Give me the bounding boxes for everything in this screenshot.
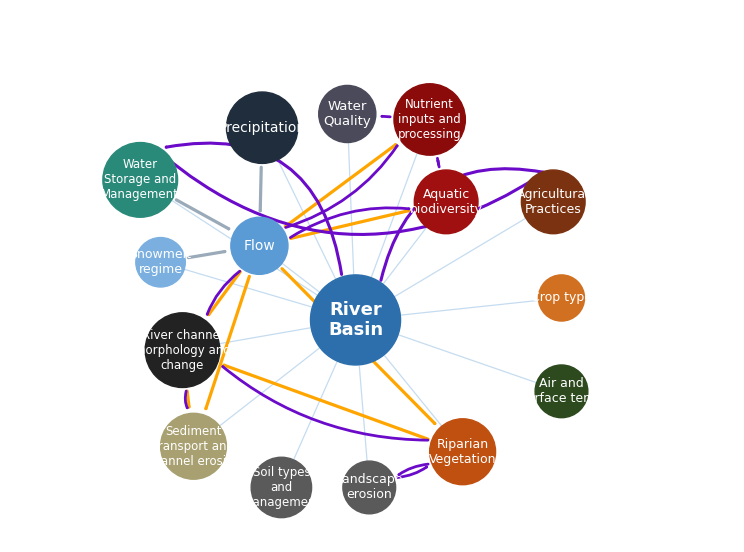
FancyArrowPatch shape: [399, 464, 428, 475]
Text: Crop type: Crop type: [531, 291, 592, 305]
FancyArrowPatch shape: [438, 161, 439, 167]
FancyArrowPatch shape: [166, 143, 341, 274]
Circle shape: [535, 365, 588, 418]
Circle shape: [414, 170, 478, 233]
Text: Riparian
Vegetation: Riparian Vegetation: [429, 438, 496, 466]
Text: Snowmelt
regime: Snowmelt regime: [129, 248, 191, 276]
FancyArrowPatch shape: [290, 208, 409, 237]
Text: Precipitation: Precipitation: [219, 121, 306, 135]
Circle shape: [161, 413, 226, 479]
FancyArrowPatch shape: [222, 367, 428, 440]
FancyArrowPatch shape: [188, 252, 225, 258]
Text: Aquatic
biodiversity: Aquatic biodiversity: [410, 188, 483, 216]
FancyArrowPatch shape: [291, 211, 408, 238]
Text: River
Basin: River Basin: [328, 300, 383, 339]
Circle shape: [251, 457, 312, 518]
Circle shape: [318, 86, 376, 142]
Text: Water
Storage and
Management: Water Storage and Management: [101, 158, 179, 201]
FancyArrowPatch shape: [155, 149, 545, 235]
FancyArrowPatch shape: [285, 145, 396, 227]
Text: Soil types
and
management: Soil types and management: [242, 466, 321, 509]
Text: Nutrient
inputs and
processing: Nutrient inputs and processing: [398, 98, 461, 141]
FancyArrowPatch shape: [397, 467, 426, 477]
FancyArrowPatch shape: [224, 365, 428, 439]
Text: Sediment
transport and
channel erosion: Sediment transport and channel erosion: [147, 424, 240, 468]
Text: River channel
morphology and
change: River channel morphology and change: [134, 328, 231, 371]
Circle shape: [522, 170, 585, 233]
FancyArrowPatch shape: [437, 158, 439, 164]
FancyArrowPatch shape: [286, 146, 397, 227]
FancyArrowPatch shape: [381, 169, 543, 280]
Circle shape: [226, 92, 298, 163]
Text: Landscape
erosion: Landscape erosion: [336, 474, 403, 501]
Circle shape: [310, 275, 400, 365]
FancyArrowPatch shape: [208, 271, 240, 314]
Circle shape: [394, 84, 465, 155]
Circle shape: [145, 313, 220, 388]
Text: Water
Quality: Water Quality: [324, 100, 371, 128]
Circle shape: [136, 237, 185, 287]
Text: Agricultural
Practices: Agricultural Practices: [517, 188, 589, 216]
Circle shape: [430, 419, 496, 485]
FancyArrowPatch shape: [206, 277, 249, 408]
Circle shape: [231, 217, 288, 274]
FancyArrowPatch shape: [187, 391, 189, 407]
Text: Air and
surface temp: Air and surface temp: [520, 378, 603, 405]
FancyArrowPatch shape: [209, 272, 240, 315]
FancyArrowPatch shape: [282, 269, 434, 423]
Circle shape: [343, 461, 396, 514]
FancyArrowPatch shape: [176, 200, 228, 229]
FancyArrowPatch shape: [382, 116, 390, 117]
FancyArrowPatch shape: [260, 167, 261, 211]
FancyArrowPatch shape: [185, 391, 187, 408]
Circle shape: [103, 142, 178, 217]
Circle shape: [539, 275, 585, 321]
Text: Flow: Flow: [243, 239, 275, 253]
